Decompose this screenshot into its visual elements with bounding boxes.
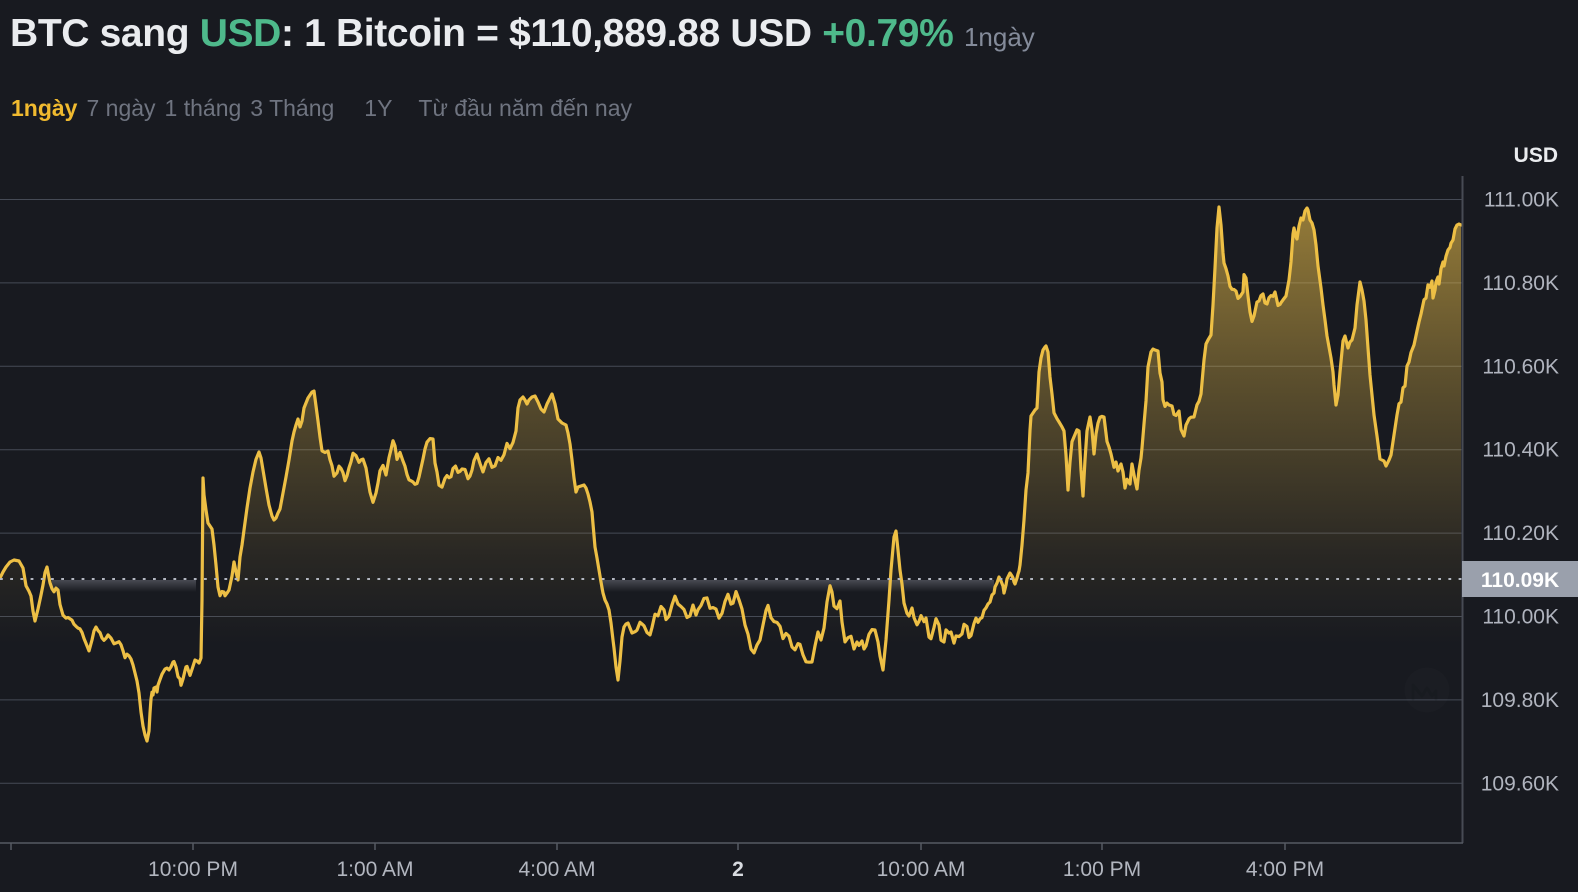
svg-text:USD: USD <box>1514 144 1558 167</box>
svg-text:110.09K: 110.09K <box>1481 569 1559 592</box>
svg-text:1:00 PM: 1:00 PM <box>1063 858 1141 881</box>
svg-text:110.40K: 110.40K <box>1482 439 1559 462</box>
svg-text:110.20K: 110.20K <box>1482 522 1559 545</box>
svg-text:1:00 AM: 1:00 AM <box>336 858 413 881</box>
svg-text:110.80K: 110.80K <box>1482 272 1559 295</box>
svg-text:10:00 AM: 10:00 AM <box>877 858 966 881</box>
svg-text:4:00 AM: 4:00 AM <box>518 858 595 881</box>
svg-text:110.00K: 110.00K <box>1482 606 1559 629</box>
svg-text:10:00 PM: 10:00 PM <box>148 858 238 881</box>
svg-text:111.00K: 111.00K <box>1484 189 1559 212</box>
svg-text:109.60K: 109.60K <box>1481 772 1559 795</box>
svg-text:109.80K: 109.80K <box>1481 689 1559 712</box>
svg-text:4:00 PM: 4:00 PM <box>1246 858 1324 881</box>
svg-text:110.60K: 110.60K <box>1482 355 1559 378</box>
svg-text:2: 2 <box>732 858 744 881</box>
